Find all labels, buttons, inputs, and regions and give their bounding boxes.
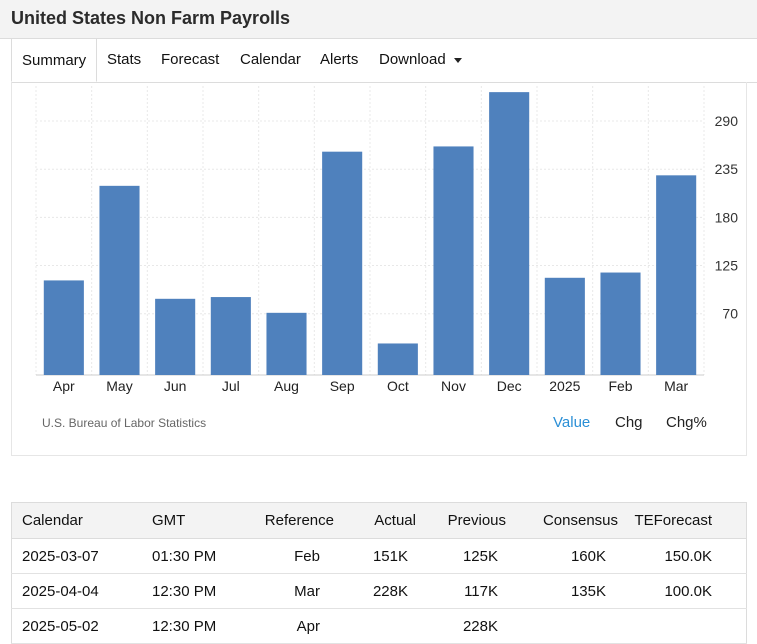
x-tick-label: Feb <box>608 378 632 394</box>
y-tick-label: 70 <box>722 306 738 322</box>
calendar-header-row: Calendar GMT Reference Actual Previous C… <box>11 502 747 539</box>
x-tick-label: Dec <box>497 378 522 394</box>
title-bar: United States Non Farm Payrolls <box>0 0 757 39</box>
cell-teforecast: 100.0K <box>618 573 747 609</box>
x-tick-label: May <box>106 378 132 394</box>
tab-stats[interactable]: Stats <box>107 51 142 68</box>
x-tick-label: Mar <box>664 378 688 394</box>
toggle-value[interactable]: Value <box>553 414 591 431</box>
bar <box>99 185 140 375</box>
tab-alerts[interactable]: Alerts <box>320 51 359 68</box>
bar <box>266 312 307 375</box>
cell-date: 2025-03-07 <box>11 538 142 574</box>
y-tick-label: 235 <box>715 161 739 177</box>
cell-teforecast <box>618 608 747 644</box>
bar <box>489 92 530 375</box>
bar <box>322 151 363 375</box>
col-calendar: Calendar <box>11 502 142 539</box>
col-actual: Actual <box>334 502 416 539</box>
cell-gmt: 01:30 PM <box>142 538 242 574</box>
cell-previous: 228K <box>416 608 506 644</box>
cell-teforecast: 150.0K <box>618 538 747 574</box>
bar <box>544 277 585 375</box>
cell-previous: 117K <box>416 573 506 609</box>
bar <box>377 343 418 375</box>
bar <box>210 297 251 375</box>
table-row: 2025-04-04 12:30 PM Mar 228K 117K 135K 1… <box>11 573 747 609</box>
caret-down-icon <box>453 57 462 63</box>
chart-source: U.S. Bureau of Labor Statistics <box>42 416 207 430</box>
y-tick-label: 125 <box>715 258 739 274</box>
cell-reference: Apr <box>242 608 334 644</box>
col-gmt: GMT <box>142 502 242 539</box>
x-tick-label: Apr <box>53 378 75 394</box>
col-teforecast: TEForecast <box>618 502 747 539</box>
cell-reference: Feb <box>242 538 334 574</box>
cell-gmt: 12:30 PM <box>142 573 242 609</box>
bar <box>656 175 697 375</box>
col-consensus: Consensus <box>506 502 618 539</box>
y-tick-label: 290 <box>715 113 739 129</box>
cell-consensus: 160K <box>506 538 618 574</box>
tab-forecast[interactable]: Forecast <box>161 51 220 68</box>
table-row: 2025-03-07 01:30 PM Feb 151K 125K 160K 1… <box>11 538 747 574</box>
tab-bar: Summary Stats Forecast Calendar Alerts D… <box>11 38 757 83</box>
cell-actual <box>334 608 416 644</box>
cell-date: 2025-04-04 <box>11 573 142 609</box>
col-previous: Previous <box>416 502 506 539</box>
bar <box>600 272 641 375</box>
tab-calendar[interactable]: Calendar <box>240 51 301 68</box>
x-tick-label: Oct <box>387 378 409 394</box>
tab-download[interactable]: Download <box>379 38 462 82</box>
cell-reference: Mar <box>242 573 334 609</box>
y-tick-label: 180 <box>715 209 739 225</box>
cell-previous: 125K <box>416 538 506 574</box>
x-tick-label: 2025 <box>549 378 580 394</box>
page-title: United States Non Farm Payrolls <box>11 8 291 28</box>
table-row: 2025-05-02 12:30 PM Apr 228K <box>11 608 747 644</box>
bar-chart: 70 125 180 235 290 Apr May Jun Jul Aug Sep Oct Nov De… <box>35 86 739 394</box>
tab-summary[interactable]: Summary <box>11 38 98 82</box>
cell-date: 2025-05-02 <box>11 608 142 644</box>
cell-actual: 228K <box>334 573 416 609</box>
toggle-chg-percent[interactable]: Chg% <box>666 414 707 431</box>
bar <box>43 280 84 375</box>
toggle-chg[interactable]: Chg <box>615 414 643 431</box>
x-tick-label: Jun <box>164 378 187 394</box>
cell-consensus <box>506 608 618 644</box>
bar <box>155 298 196 375</box>
x-tick-label: Sep <box>330 378 355 394</box>
col-reference: Reference <box>242 502 334 539</box>
calendar-table: Calendar GMT Reference Actual Previous C… <box>11 502 747 644</box>
cell-actual: 151K <box>334 538 416 574</box>
cell-consensus: 135K <box>506 573 618 609</box>
x-tick-label: Nov <box>441 378 466 394</box>
x-tick-label: Aug <box>274 378 299 394</box>
x-tick-label: Jul <box>222 378 240 394</box>
chart-panel: 70 125 180 235 290 Apr May Jun Jul Aug Sep Oct Nov De… <box>11 82 747 456</box>
cell-gmt: 12:30 PM <box>142 608 242 644</box>
bar <box>433 146 474 375</box>
